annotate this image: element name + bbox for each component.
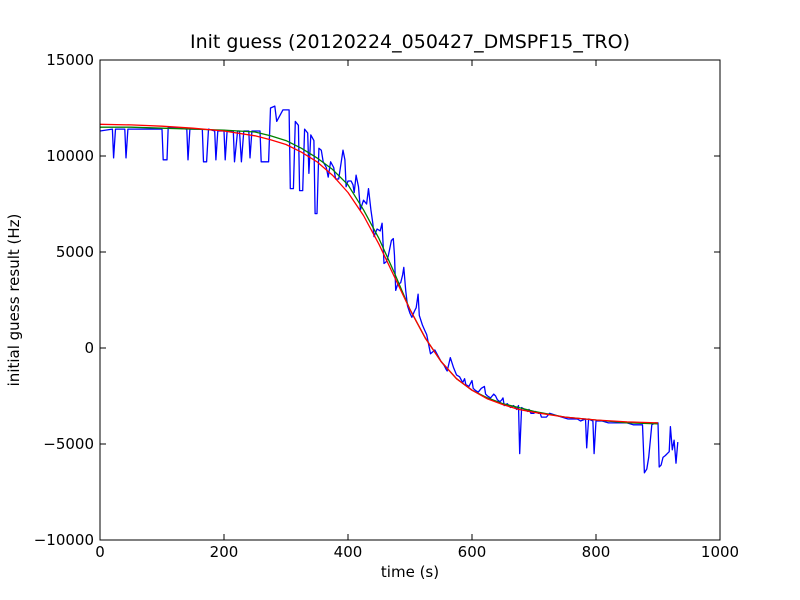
x-tick-label: 200 (210, 543, 239, 561)
y-tick-label: 0 (84, 339, 94, 357)
plot-frame (99, 59, 721, 541)
chart-title: Init guess (20120224_050427_DMSPF15_TRO) (190, 31, 630, 53)
series-line-2 (100, 126, 659, 425)
x-tick-label: 1000 (701, 543, 739, 561)
y-tick-label: −10000 (34, 531, 94, 549)
series-line-3 (99, 123, 659, 424)
y-tick-label: 15000 (46, 51, 94, 69)
x-tick-label: 800 (582, 543, 611, 561)
plot-background (100, 60, 720, 540)
tick-layer: 0 200 400 600 800 1000 −10000 −5000 0 5000 10000 15… (34, 51, 739, 561)
x-axis-label: time (s) (381, 563, 439, 581)
x-tick-label: 600 (458, 543, 487, 561)
series-layer (99, 105, 679, 474)
y-tick-label: −5000 (43, 435, 94, 453)
x-tick-label: 400 (334, 543, 363, 561)
y-tick-label: 10000 (46, 147, 94, 165)
y-tick-label: 5000 (56, 243, 94, 261)
y-axis-label: initial guess result (Hz) (5, 214, 23, 387)
x-tick-label: 0 (95, 543, 105, 561)
